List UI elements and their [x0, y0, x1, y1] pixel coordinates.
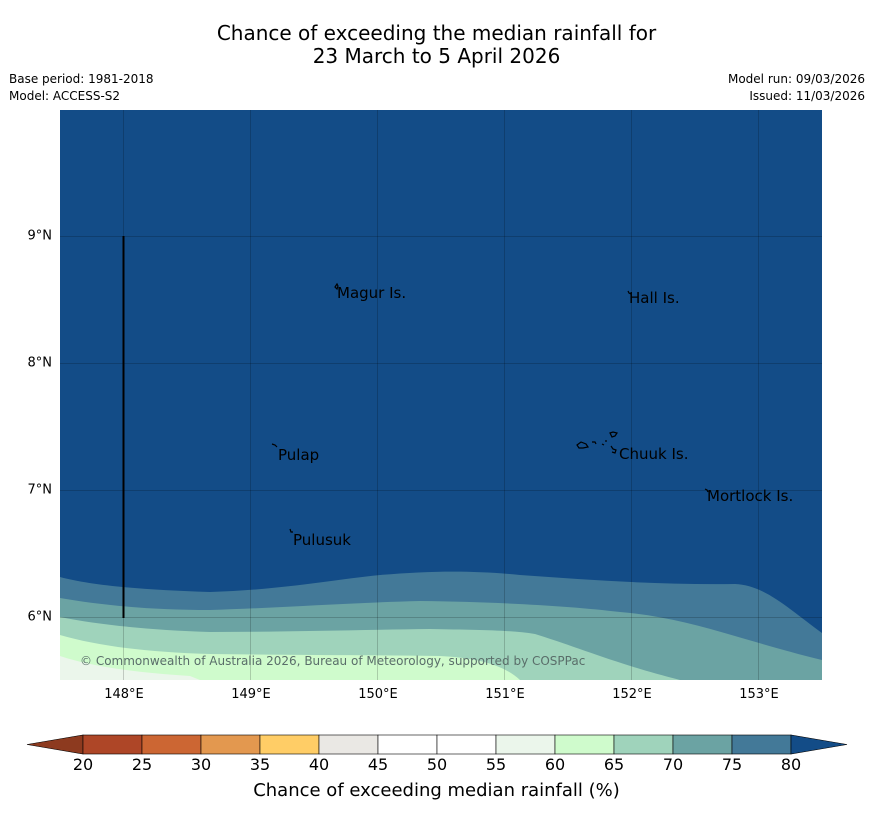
lat-label-6n: 6°N — [27, 609, 53, 625]
colorbar-tick-55: 55 — [485, 755, 507, 774]
colorbar-tick-20: 20 — [72, 755, 94, 774]
colorbar-cell-25-30 — [141, 734, 202, 755]
colorbar-cell-65-70 — [613, 734, 674, 755]
colorbar-cell-50-55 — [436, 734, 497, 755]
colorbar-cell-30-35 — [200, 734, 261, 755]
colorbar-label: Chance of exceeding median rainfall (%) — [253, 780, 620, 801]
zone-60-65 — [60, 635, 520, 680]
place-chuuk: Chuuk Is. — [619, 445, 688, 463]
colorbar-tick-35: 35 — [249, 755, 271, 774]
meta-right: Model run: 09/03/2026 Issued: 11/03/2026 — [728, 71, 865, 105]
colorbar-cell-45-50 — [377, 734, 438, 755]
lat-label-7n: 7°N — [27, 482, 53, 498]
colorbar-low-extend — [26, 734, 84, 755]
colorbar-tick-25: 25 — [131, 755, 153, 774]
model-name: Model: ACCESS-S2 — [9, 89, 121, 103]
colorbar-tick-80: 80 — [780, 755, 802, 774]
colorbar-cell-40-45 — [318, 734, 379, 755]
lon-label-151e: 151°E — [485, 687, 525, 702]
chart-title: Chance of exceeding the median rainfall … — [0, 22, 873, 68]
title-line-2: 23 March to 5 April 2026 — [312, 44, 561, 68]
colorbar-tick-40: 40 — [308, 755, 330, 774]
lon-label-153e: 153°E — [739, 687, 779, 702]
colorbar-tick-70: 70 — [662, 755, 684, 774]
title-line-1: Chance of exceeding the median rainfall … — [216, 21, 657, 45]
place-pulusuk: Pulusuk — [293, 531, 351, 549]
base-period: Base period: 1981-2018 — [9, 72, 154, 86]
model-run: Model run: 09/03/2026 — [727, 72, 865, 86]
colorbar-tick-45: 45 — [367, 755, 389, 774]
meta-left: Base period: 1981-2018 Model: ACCESS-S2 — [9, 71, 154, 105]
issued-date: Issued: 11/03/2026 — [749, 89, 865, 103]
lon-label-152e: 152°E — [612, 687, 652, 702]
colorbar-tick-60: 60 — [544, 755, 566, 774]
colorbar-cell-60-65 — [554, 734, 615, 755]
lat-label-8n: 8°N — [27, 355, 53, 371]
place-mortlock: Mortlock Is. — [707, 487, 793, 505]
lon-label-149e: 149°E — [231, 687, 271, 702]
colorbar-cell-70-75 — [672, 734, 733, 755]
colorbar-tick-30: 30 — [190, 755, 212, 774]
place-magur: Magur Is. — [337, 284, 406, 302]
colorbar-tick-75: 75 — [721, 755, 743, 774]
zone-55-60 — [60, 656, 200, 680]
lat-label-9n: 9°N — [27, 228, 53, 244]
colorbar-cell-20-25 — [82, 734, 143, 755]
colorbar-cell-35-40 — [259, 734, 320, 755]
colorbar-high-extend — [790, 734, 848, 755]
copyright-notice: © Commonwealth of Australia 2026, Bureau… — [80, 654, 585, 668]
lon-label-148e: 148°E — [104, 687, 144, 702]
lon-label-150e: 150°E — [358, 687, 398, 702]
place-hall: Hall Is. — [629, 289, 680, 307]
colorbar-cell-55-60 — [495, 734, 556, 755]
colorbar — [26, 734, 848, 755]
colorbar-cell-75-80 — [731, 734, 792, 755]
place-pulap: Pulap — [278, 446, 319, 464]
colorbar-tick-65: 65 — [603, 755, 625, 774]
colorbar-tick-50: 50 — [426, 755, 448, 774]
island-outlines — [271, 282, 709, 533]
